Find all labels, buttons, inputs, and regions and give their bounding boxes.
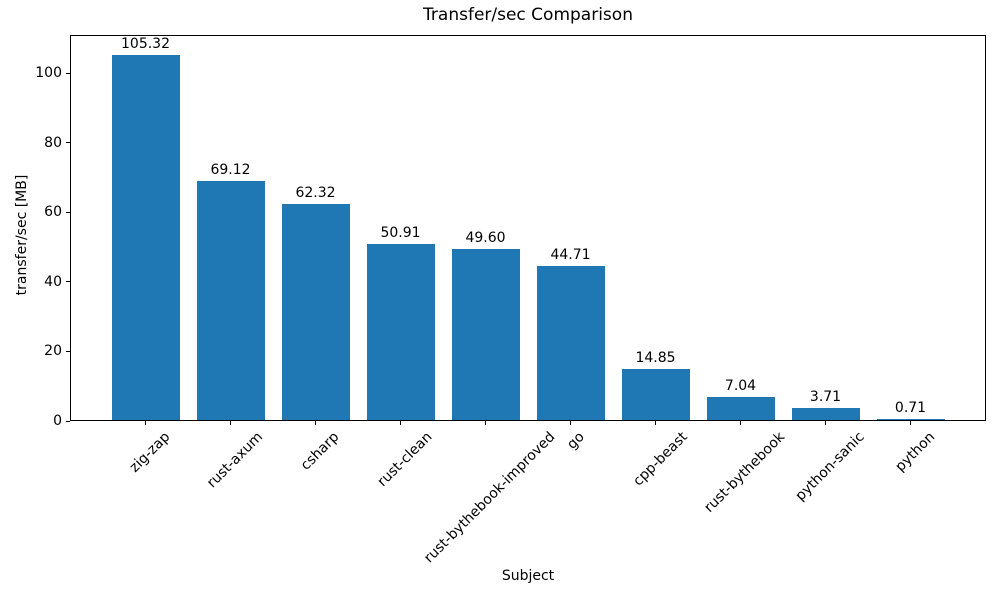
x-axis-label: Subject — [501, 568, 555, 584]
x-tick-label: python-sanic — [792, 429, 868, 505]
bar-value-label: 69.12 — [210, 161, 251, 178]
y-tick-mark — [66, 281, 70, 283]
x-tick-mark — [400, 421, 401, 425]
x-tick-mark — [315, 421, 316, 425]
bar — [536, 265, 605, 421]
bar — [706, 396, 775, 421]
bar — [451, 248, 520, 421]
x-tick-mark — [485, 421, 486, 425]
x-tick-mark — [825, 421, 826, 425]
bar — [111, 54, 180, 421]
y-tick-label: 100 — [35, 65, 62, 82]
bar-value-label: 105.32 — [121, 35, 170, 52]
bar — [196, 180, 265, 421]
bar-value-label: 49.60 — [465, 229, 506, 246]
bar-value-label: 50.91 — [380, 224, 421, 241]
x-tick-mark — [145, 421, 146, 425]
x-tick-label: rust-bythebook-improved — [421, 429, 559, 567]
x-tick-label: zig-zap — [126, 429, 174, 476]
x-tick-label: rust-bythebook — [701, 429, 789, 516]
x-tick-label: python — [892, 429, 939, 475]
x-tick-mark — [570, 421, 571, 425]
bar-value-label: 44.71 — [550, 246, 591, 263]
x-tick-label: csharp — [297, 429, 343, 474]
bar-value-label: 62.32 — [295, 185, 336, 202]
bar — [876, 418, 945, 421]
x-tick-label: rust-clean — [374, 429, 436, 490]
y-tick-label: 60 — [44, 204, 62, 221]
bar-value-label: 14.85 — [635, 350, 676, 367]
bar — [281, 204, 350, 421]
x-tick-mark — [910, 421, 911, 425]
y-tick-mark — [66, 211, 70, 213]
x-tick-label: go — [563, 429, 588, 453]
y-tick-mark — [66, 72, 70, 74]
bar — [366, 243, 435, 421]
y-tick-label: 20 — [44, 343, 62, 360]
x-tick-mark — [230, 421, 231, 425]
y-tick-label: 40 — [44, 273, 62, 290]
bar-value-label: 7.04 — [724, 377, 757, 394]
chart-title: Transfer/sec Comparison — [423, 5, 633, 25]
y-tick-label: 0 — [53, 413, 62, 429]
y-tick-mark — [66, 350, 70, 352]
y-tick-mark — [66, 420, 70, 422]
x-tick-mark — [740, 421, 741, 425]
x-tick-mark — [655, 421, 656, 425]
bar — [621, 369, 690, 421]
bar — [791, 408, 860, 421]
x-tick-label: rust-axum — [203, 429, 267, 492]
bar-value-label: 0.71 — [894, 399, 927, 416]
y-tick-label: 80 — [44, 134, 62, 151]
bar-value-label: 3.71 — [809, 389, 842, 406]
y-tick-mark — [66, 142, 70, 144]
x-tick-label: cpp-beast — [630, 429, 691, 490]
